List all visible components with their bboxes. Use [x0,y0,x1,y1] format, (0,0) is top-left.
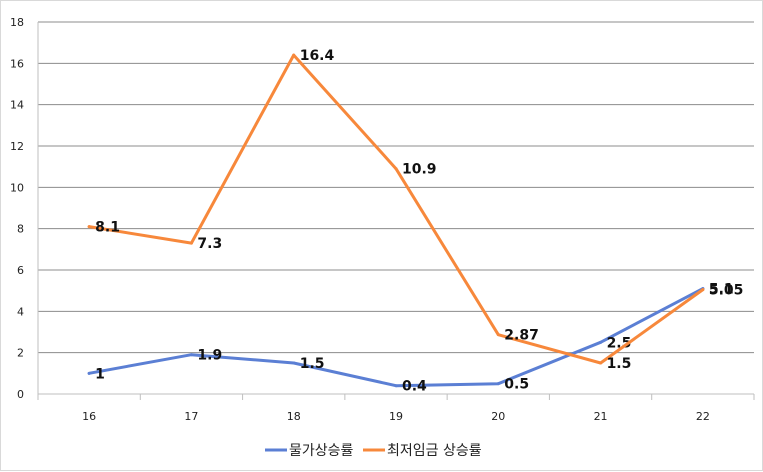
data-point [394,384,398,388]
data-point [701,288,705,292]
data-label: 0.4 [402,379,427,395]
data-label: 8.1 [95,220,120,236]
legend-label-1: 물가상승률 [289,443,354,459]
y-tick-label: 18 [10,16,24,29]
data-label: 7.3 [197,236,222,252]
data-label: 16.4 [300,48,335,64]
y-tick-label: 14 [10,99,24,112]
data-label: 2.5 [607,335,632,351]
y-tick-label: 16 [10,57,24,70]
x-tick-label: 18 [287,410,301,423]
y-tick-label: 2 [17,347,24,360]
data-label: 1.9 [197,348,222,364]
data-label: 1.5 [607,356,632,372]
data-label: 10.9 [402,162,437,178]
x-tick-label: 16 [82,410,96,423]
data-point [292,361,296,365]
data-point [496,333,500,337]
data-point [87,371,91,375]
data-point [599,340,603,344]
data-point [599,361,603,365]
x-tick-label: 22 [696,410,710,423]
data-label: 5.05 [709,283,744,299]
x-tick-label: 20 [491,410,505,423]
data-label: 2.87 [504,328,539,344]
data-label: 0.5 [504,377,529,393]
y-tick-label: 4 [17,305,24,318]
x-tick-label: 17 [184,410,198,423]
x-tick-label: 19 [389,410,403,423]
y-tick-label: 8 [17,223,24,236]
data-point [87,225,91,229]
data-point [292,53,296,57]
y-tick-label: 10 [10,181,24,194]
data-point [189,241,193,245]
data-label: 1 [95,366,105,382]
data-point [189,353,193,357]
data-point [394,167,398,171]
y-tick-label: 0 [17,388,24,401]
data-label: 5.1 [709,282,734,298]
y-tick-label: 6 [17,264,24,277]
data-point [496,382,500,386]
legend-label-2: 최저임금 상승률 [387,443,482,459]
series-line-2 [87,53,705,365]
y-tick-label: 12 [10,140,24,153]
data-label: 1.5 [300,356,325,372]
x-tick-label: 21 [594,410,608,423]
